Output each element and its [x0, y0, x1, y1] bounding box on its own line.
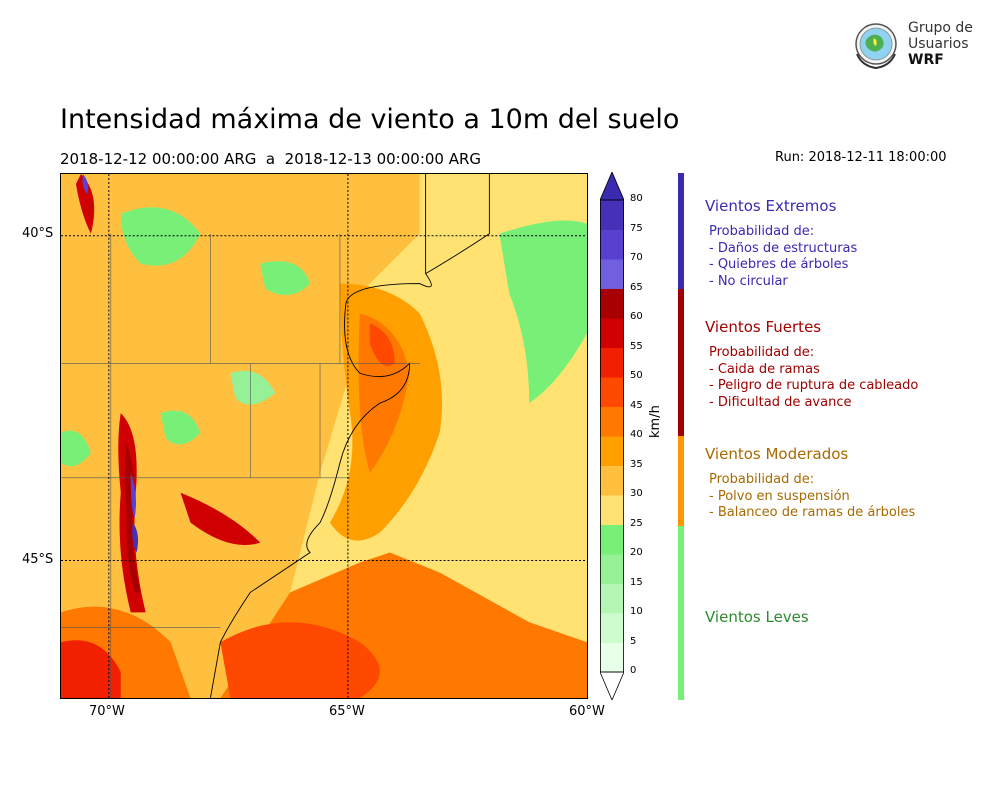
colorbar-segment: [600, 200, 624, 230]
colorbar-tick-label: 20: [630, 547, 643, 558]
lat-label-40s: 40°S: [22, 226, 54, 241]
category-moderados-text: Probabilidad de: - Polvo en suspensión -…: [709, 472, 915, 522]
legend-color-bar: [678, 173, 684, 700]
colorbar-extend-max: [600, 172, 624, 201]
colorbar-segment: [600, 436, 624, 466]
legend-line: - Caida de ramas: [709, 361, 820, 377]
globe-icon: [855, 23, 897, 70]
forecast-period: 2018-12-12 00:00:00 ARG a 2018-12-13 00:…: [60, 150, 482, 168]
colorbar: [600, 172, 624, 700]
legend-line: - Peligro de ruptura de cableado: [709, 378, 919, 393]
colorbar-segment: [600, 554, 624, 584]
colorbar-segment: [600, 288, 624, 319]
category-extremos-text: Probabilidad de: - Daños de estructuras …: [709, 224, 857, 290]
colorbar-segment: [600, 495, 624, 525]
colorbar-tick-label: 55: [630, 340, 643, 352]
colorbar-tick-label: 40: [630, 429, 643, 440]
lon-label-60w: 60°W: [569, 704, 605, 719]
logo-text: Grupo de Usuarios WRF: [908, 20, 973, 68]
colorbar-unit: km/h: [648, 405, 663, 438]
page-title: Intensidad máxima de viento a 10m del su…: [60, 104, 680, 135]
colorbar-segment: [600, 465, 624, 496]
colorbar-segment: [600, 642, 624, 673]
colorbar-segment: [600, 318, 624, 348]
legend-line: - No circular: [709, 273, 788, 289]
colorbar-tick-label: 25: [630, 517, 643, 529]
category-moderados-title: Vientos Moderados: [705, 445, 849, 463]
colorbar-tick-label: 0: [630, 665, 637, 676]
colorbar-extend-min: [600, 671, 624, 700]
colorbar-segment: [600, 583, 624, 614]
wrf-logo: [855, 23, 897, 70]
colorbar-tick-label: 70: [630, 252, 643, 263]
colorbar-tick-label: 75: [630, 222, 643, 234]
lat-label-45s: 45°S: [22, 552, 54, 567]
colorbar-tick-label: 5: [630, 635, 637, 647]
legend-line: Probabilidad de:: [709, 345, 815, 360]
lon-label-65w: 65°W: [329, 704, 365, 719]
category-leves-title: Vientos Leves: [705, 608, 809, 626]
colorbar-segment: [600, 229, 624, 260]
colorbar-tick-label: 35: [630, 458, 643, 470]
colorbar-segment: [600, 347, 624, 378]
colorbar-segment: [600, 524, 624, 555]
logo-line-1: Grupo de: [908, 20, 973, 36]
run-time: Run: 2018-12-11 18:00:00: [775, 150, 947, 165]
category-fuertes-title: Vientos Fuertes: [705, 318, 822, 336]
colorbar-tick-label: 15: [630, 576, 643, 588]
colorbar-segment: [600, 406, 624, 437]
colorbar-tick-label: 65: [630, 281, 643, 293]
colorbar-segment: [600, 259, 624, 289]
logo-line-3: WRF: [908, 52, 944, 68]
colorbar-segment: [600, 377, 624, 407]
colorbar-tick-label: 10: [630, 606, 643, 617]
colorbar-tick-label: 80: [630, 193, 643, 204]
legend-line: - Dificultad de avance: [709, 394, 852, 410]
colorbar-tick-label: 50: [630, 370, 643, 381]
colorbar-frame: [600, 199, 624, 673]
category-extremos-title: Vientos Extremos: [705, 197, 837, 215]
colorbar-tick-label: 30: [630, 488, 643, 499]
colorbar-tick-label: 45: [630, 399, 643, 411]
legend-line: - Polvo en suspensión: [709, 488, 850, 504]
legend-line: Probabilidad de:: [709, 472, 815, 487]
category-fuertes-text: Probabilidad de: - Caida de ramas - Peli…: [709, 345, 918, 411]
logo-line-2: Usuarios: [908, 36, 969, 52]
legend-line: Probabilidad de:: [709, 224, 815, 239]
legend-line: - Balanceo de ramas de árboles: [709, 505, 916, 520]
colorbar-tick-label: 60: [630, 311, 643, 322]
legend-line: - Quiebres de árboles: [709, 257, 849, 272]
lon-label-70w: 70°W: [89, 704, 125, 719]
colorbar-segment: [600, 613, 624, 643]
legend-line: - Daños de estructuras: [709, 240, 858, 256]
wind-map: [60, 173, 588, 699]
